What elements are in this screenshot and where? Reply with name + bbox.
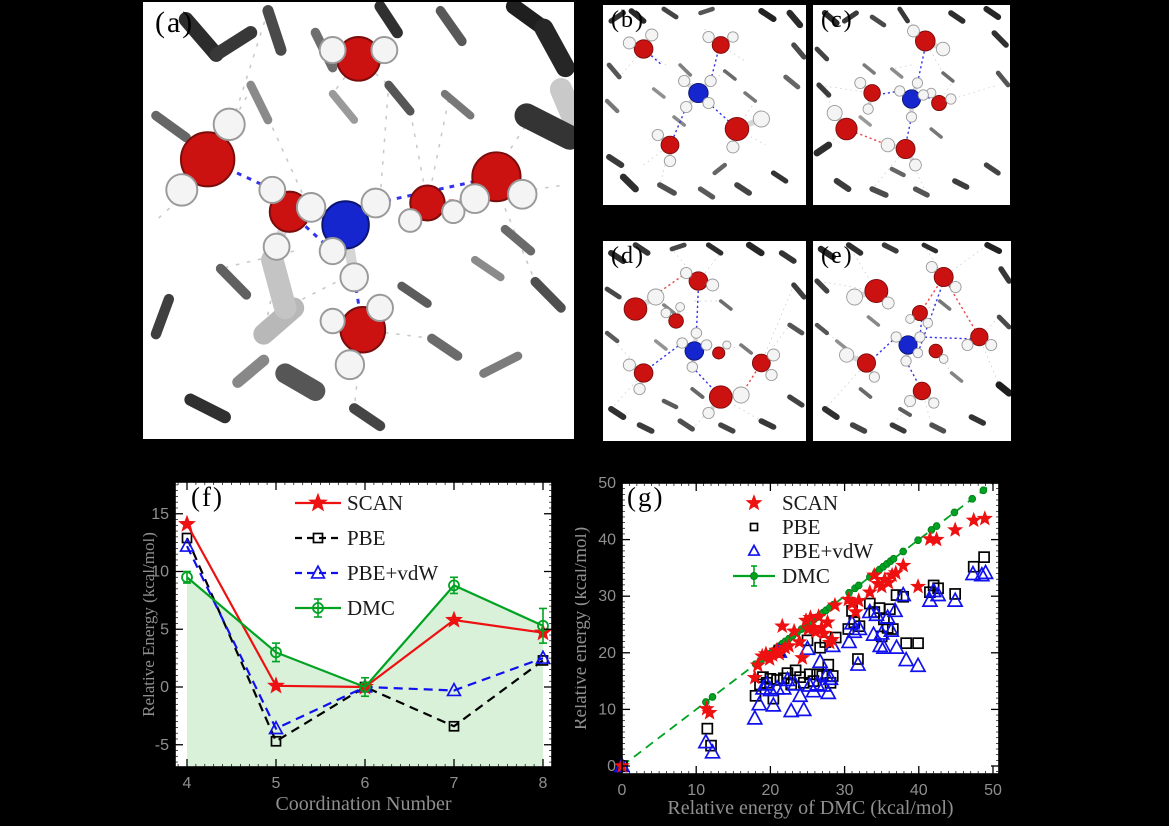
svg-text:30: 30 bbox=[836, 782, 854, 799]
panel-a: (a) bbox=[143, 2, 574, 439]
molecular-snapshot-d bbox=[604, 241, 806, 434]
panel-label-a: (a) bbox=[155, 6, 195, 39]
panel-label-d: (d) bbox=[611, 243, 645, 269]
svg-text:-5: -5 bbox=[155, 737, 169, 754]
svg-text:6: 6 bbox=[361, 775, 370, 792]
panel-label-g: (g) bbox=[627, 482, 665, 512]
svg-text:5: 5 bbox=[160, 621, 169, 638]
svg-text:4: 4 bbox=[183, 775, 192, 792]
chart-g: 0 10 20 30 40 50 0 10 20 30 40 50 Relative energy of… bbox=[575, 470, 1015, 826]
panel-e: (e) bbox=[813, 241, 1011, 441]
svg-text:0: 0 bbox=[160, 679, 169, 696]
svg-text:SCAN: SCAN bbox=[782, 491, 838, 515]
svg-text:Coordination Number: Coordination Number bbox=[275, 793, 451, 815]
svg-text:PBE: PBE bbox=[782, 515, 821, 539]
svg-text:10: 10 bbox=[687, 782, 705, 799]
svg-text:0: 0 bbox=[607, 758, 616, 775]
svg-text:PBE+vdW: PBE+vdW bbox=[782, 539, 873, 563]
molecular-snapshot-e bbox=[814, 242, 1011, 434]
panel-label-b: (b) bbox=[611, 7, 645, 33]
chart-f: 4 5 6 7 8 -5 0 5 10 15 Coordination Number Relative… bbox=[143, 470, 570, 826]
chart-g-canvas: 0 10 20 30 40 50 0 10 20 30 40 50 Relative energy of… bbox=[575, 475, 1002, 819]
svg-text:0: 0 bbox=[618, 782, 627, 799]
panel-d: (d) bbox=[603, 241, 806, 441]
svg-text:Relative energy (kcal/mol): Relative energy (kcal/mol) bbox=[575, 527, 591, 730]
svg-text:PBE: PBE bbox=[347, 526, 386, 550]
svg-text:SCAN: SCAN bbox=[347, 491, 403, 515]
svg-text:40: 40 bbox=[910, 782, 928, 799]
svg-text:Relative Energy (kcal/mol): Relative Energy (kcal/mol) bbox=[143, 532, 158, 717]
svg-text:20: 20 bbox=[598, 645, 616, 662]
svg-text:30: 30 bbox=[598, 588, 616, 605]
panel-c: (c) bbox=[813, 5, 1010, 205]
molecular-snapshot-a bbox=[150, 2, 574, 432]
svg-text:Relative energy of DMC (kcal/m: Relative energy of DMC (kcal/mol) bbox=[667, 797, 953, 819]
svg-text:DMC: DMC bbox=[347, 596, 395, 620]
panel-b: (b) bbox=[603, 5, 806, 205]
svg-text:50: 50 bbox=[984, 782, 1002, 799]
panel-label-e: (e) bbox=[821, 243, 854, 269]
svg-text:20: 20 bbox=[762, 782, 780, 799]
svg-text:5: 5 bbox=[272, 775, 281, 792]
molecular-snapshot-b bbox=[604, 6, 806, 200]
panel-label-c: (c) bbox=[821, 7, 854, 33]
molecular-snapshot-c bbox=[813, 6, 1010, 198]
svg-text:8: 8 bbox=[539, 775, 548, 792]
svg-text:15: 15 bbox=[151, 506, 169, 523]
svg-text:40: 40 bbox=[598, 532, 616, 549]
svg-text:PBE+vdW: PBE+vdW bbox=[347, 561, 438, 585]
svg-text:7: 7 bbox=[450, 775, 459, 792]
svg-text:50: 50 bbox=[598, 475, 616, 492]
panel-label-f: (f) bbox=[191, 482, 224, 512]
svg-text:DMC: DMC bbox=[782, 564, 830, 588]
svg-text:10: 10 bbox=[151, 564, 169, 581]
svg-text:10: 10 bbox=[598, 701, 616, 718]
chart-f-canvas: 4 5 6 7 8 -5 0 5 10 15 Coordination Number Relative… bbox=[143, 481, 553, 815]
